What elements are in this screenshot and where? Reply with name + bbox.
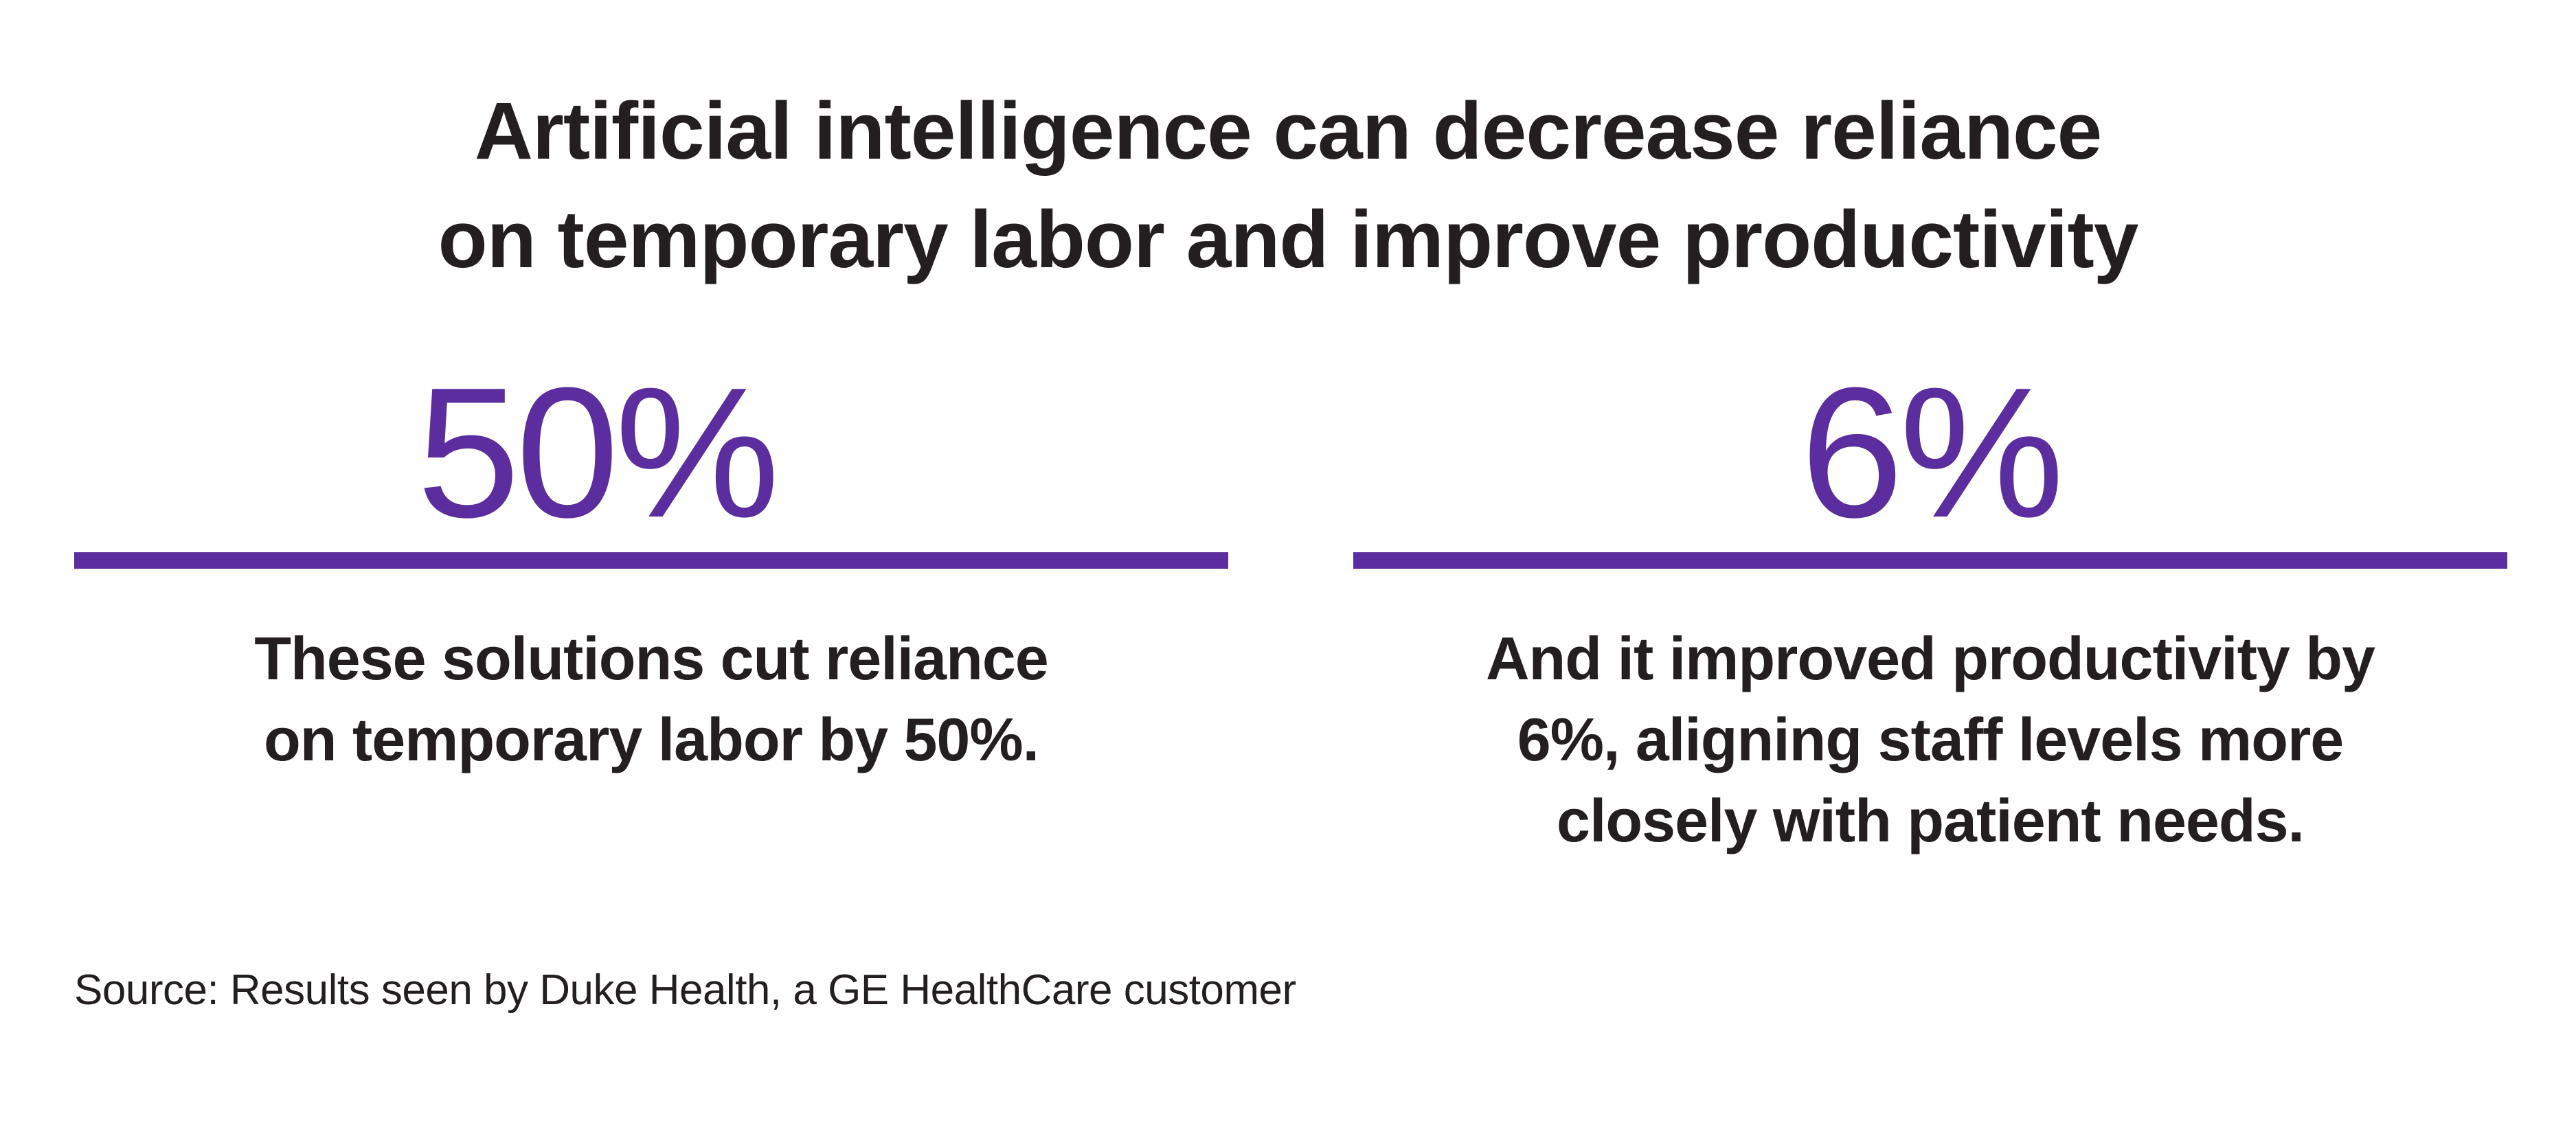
headline-line-2: on temporary labor and improve productiv… bbox=[438, 194, 2139, 285]
stat-description-line: These solutions cut reliance bbox=[254, 624, 1048, 692]
stat-description: And it improved productivity by 6%, alig… bbox=[1353, 618, 2507, 861]
stat-description-line: 6%, aligning staff levels more bbox=[1517, 705, 2344, 773]
headline-line-1: Artificial intelligence can decrease rel… bbox=[474, 86, 2103, 177]
stat-divider bbox=[1353, 552, 2507, 569]
stat-card-temporary-labor: 50% These solutions cut reliance on temp… bbox=[74, 357, 1228, 780]
stat-value: 50% bbox=[416, 350, 780, 556]
stat-description-line: And it improved productivity by bbox=[1486, 624, 2375, 692]
stat-description: These solutions cut reliance on temporar… bbox=[74, 618, 1228, 780]
headline: Artificial intelligence can decrease rel… bbox=[0, 77, 2576, 294]
stat-divider bbox=[74, 552, 1228, 569]
stat-description-line: on temporary labor by 50%. bbox=[263, 705, 1039, 773]
stat-card-productivity: 6% And it improved productivity by 6%, a… bbox=[1353, 357, 2507, 861]
stat-value: 6% bbox=[1800, 350, 2064, 556]
source-note: Source: Results seen by Duke Health, a G… bbox=[74, 966, 1296, 1014]
stat-description-line: closely with patient needs. bbox=[1557, 786, 2305, 854]
